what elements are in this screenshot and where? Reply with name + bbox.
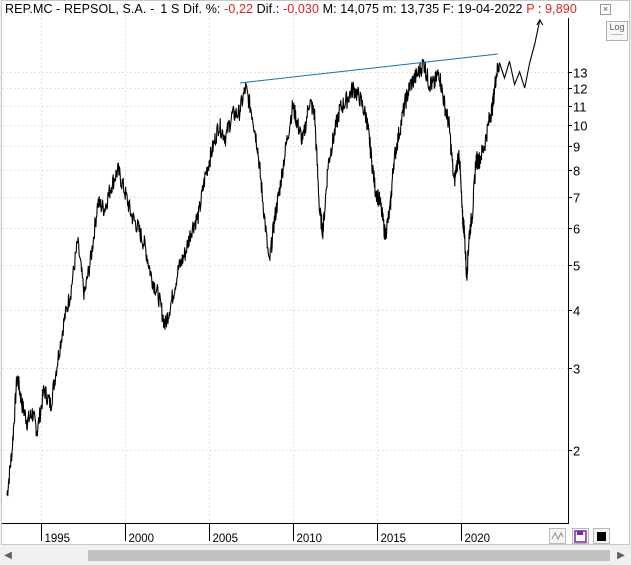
date-value: 19-04-2022 <box>457 2 523 16</box>
quote-header: REP.MC - REPSOL, S.A. - 1 S Dif. %: -0,22… <box>5 2 577 18</box>
projection-line <box>498 19 541 89</box>
high-label: M: <box>322 2 337 16</box>
change-pct-value: -0,22 <box>224 2 254 16</box>
horizontal-scrollbar[interactable]: ◀ ▶ <box>0 546 631 565</box>
wave-icon <box>551 531 564 541</box>
change-value: -0,030 <box>282 2 319 16</box>
y-tick-label: 11 <box>573 100 587 115</box>
x-tick-label: 2015 <box>381 533 407 545</box>
plot-area[interactable] <box>1 0 630 545</box>
y-tick-label: 2 <box>573 444 580 459</box>
y-tick-label: 6 <box>573 222 580 237</box>
y-tick-label: 3 <box>573 362 580 377</box>
save-button[interactable] <box>572 528 589 544</box>
y-tick-label: 5 <box>573 259 580 274</box>
price-value: 9,890 <box>545 2 577 16</box>
high-value: 14,075 <box>340 2 380 16</box>
change-label: Dif.: <box>256 2 280 16</box>
x-tick-label: 2020 <box>465 533 491 545</box>
y-tick-label: 13 <box>573 66 587 81</box>
floppy-disk-icon <box>574 530 587 543</box>
trendline[interactable] <box>239 53 498 84</box>
wave-tool-button[interactable] <box>549 528 566 544</box>
y-tick-label: 10 <box>573 119 587 134</box>
grid-lines <box>2 2 568 523</box>
price-label: P <box>526 2 535 16</box>
y-tick-label: 7 <box>573 191 580 206</box>
black-swatch-icon <box>597 532 606 541</box>
scroll-right-button[interactable]: ▶ <box>617 550 625 561</box>
x-tick-label: 2000 <box>129 533 155 545</box>
scroll-left-button[interactable]: ◀ <box>4 550 12 561</box>
x-tick-label: 2005 <box>213 533 239 545</box>
date-label: F: <box>442 2 455 16</box>
log-scale-button[interactable]: Log <box>606 21 628 41</box>
y-tick-label: 4 <box>573 304 580 319</box>
log-underline-icon <box>611 34 623 38</box>
log-label: Log <box>609 22 625 32</box>
low-label: m: <box>382 2 397 16</box>
change-pct-label: Dif. %: <box>182 2 221 16</box>
price-box: P : 9,890 <box>526 2 577 16</box>
projection-arrowhead <box>536 18 544 26</box>
period-label: 1 S <box>160 2 180 16</box>
scroll-thumb[interactable] <box>88 550 610 561</box>
x-tick-label: 1995 <box>45 533 71 545</box>
low-value: 13,735 <box>400 2 440 16</box>
price-series-line <box>6 58 501 497</box>
color-picker-button[interactable] <box>593 528 610 544</box>
y-tick-label: 9 <box>573 140 580 155</box>
x-tick-label: 2010 <box>297 533 323 545</box>
y-tick-label: 8 <box>573 164 580 179</box>
symbol-name: REP.MC - REPSOL, S.A. - <box>5 2 155 16</box>
close-button[interactable]: × <box>600 4 611 15</box>
series-layer <box>6 18 544 497</box>
y-tick-label: 12 <box>573 82 587 97</box>
